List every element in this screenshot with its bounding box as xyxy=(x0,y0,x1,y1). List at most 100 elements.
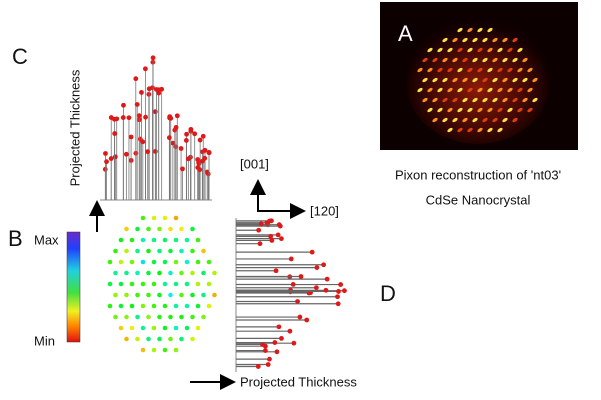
atom xyxy=(462,77,468,83)
atom xyxy=(492,117,498,123)
colorbar xyxy=(66,231,81,343)
atom xyxy=(417,67,423,73)
stem-head xyxy=(338,282,344,287)
atom xyxy=(146,270,151,276)
atom xyxy=(168,336,173,342)
stem-head xyxy=(206,150,212,155)
atom xyxy=(151,237,157,243)
stem-head xyxy=(108,156,114,161)
stem-head xyxy=(156,90,162,96)
stem-head xyxy=(146,86,152,92)
stem-head xyxy=(128,134,134,140)
atom xyxy=(190,314,195,320)
atom xyxy=(162,259,168,265)
atom xyxy=(129,237,135,243)
atom xyxy=(527,67,533,73)
atom xyxy=(168,248,173,254)
stem-head xyxy=(276,324,282,330)
atom xyxy=(472,57,478,63)
stem-head xyxy=(199,158,205,164)
atom xyxy=(452,37,458,43)
caption: CdSe Nanocrystal xyxy=(426,192,531,207)
atom xyxy=(190,270,195,276)
atom xyxy=(527,87,533,93)
atom xyxy=(497,67,503,73)
atom xyxy=(532,97,538,103)
atom xyxy=(118,281,124,287)
atom xyxy=(162,303,168,309)
stem-head xyxy=(159,86,165,92)
atom xyxy=(507,107,513,113)
atom xyxy=(140,325,146,331)
atom xyxy=(179,270,184,276)
atom xyxy=(184,281,190,287)
stem-plot xyxy=(100,55,212,201)
atom xyxy=(162,237,168,243)
atom xyxy=(124,226,129,232)
atom xyxy=(457,67,463,73)
stem-head xyxy=(323,287,329,293)
atom xyxy=(467,127,473,133)
atom xyxy=(195,303,201,309)
stem-head xyxy=(112,131,118,136)
atom xyxy=(457,47,463,53)
stem-head xyxy=(263,348,268,353)
atom xyxy=(135,226,140,232)
axis-label: Projected Thickness xyxy=(240,374,357,389)
atom xyxy=(184,303,190,309)
stem-head xyxy=(258,221,264,227)
atom xyxy=(422,77,428,83)
atom xyxy=(522,57,528,63)
atom xyxy=(502,97,508,103)
stem-head xyxy=(324,276,330,282)
panel-label: B xyxy=(8,226,23,251)
stem-head xyxy=(154,87,159,92)
axis-label: Projected Thickness xyxy=(67,69,82,186)
atom xyxy=(482,77,488,83)
atom xyxy=(457,27,463,33)
atom xyxy=(477,107,483,113)
atom xyxy=(140,259,146,265)
atom xyxy=(452,117,458,123)
atom xyxy=(477,47,483,53)
atom xyxy=(168,226,173,232)
atom xyxy=(173,347,179,353)
stem-head xyxy=(279,336,284,341)
stem-head xyxy=(288,256,294,262)
atom xyxy=(447,47,453,53)
stem-head xyxy=(150,55,156,61)
atom xyxy=(162,215,168,221)
atom xyxy=(462,57,468,63)
atom xyxy=(447,67,453,73)
stem-head xyxy=(295,299,300,304)
atom xyxy=(173,215,179,221)
stem-head xyxy=(202,147,208,153)
atom xyxy=(437,107,443,113)
atom xyxy=(522,97,528,103)
stem-head xyxy=(290,282,296,287)
stem-head xyxy=(275,232,281,238)
atom xyxy=(467,87,473,93)
stem-head xyxy=(174,113,180,119)
atom xyxy=(107,281,113,287)
atom xyxy=(452,77,458,83)
atom xyxy=(201,270,206,276)
stem-head xyxy=(170,140,176,146)
atom xyxy=(107,259,113,265)
atom xyxy=(512,117,518,123)
stem-head xyxy=(153,149,158,154)
direction-label: [001] xyxy=(240,156,269,171)
atom xyxy=(482,117,488,123)
stem-head xyxy=(197,167,203,173)
stem-head xyxy=(267,356,272,362)
atom xyxy=(146,292,151,298)
stem-head xyxy=(188,126,194,132)
stem-head xyxy=(287,328,293,334)
stem-head xyxy=(103,151,108,156)
atom xyxy=(422,57,428,63)
atom xyxy=(173,325,179,331)
atom xyxy=(190,292,195,298)
atom xyxy=(151,259,157,265)
atom xyxy=(135,248,140,254)
atom xyxy=(492,37,498,43)
